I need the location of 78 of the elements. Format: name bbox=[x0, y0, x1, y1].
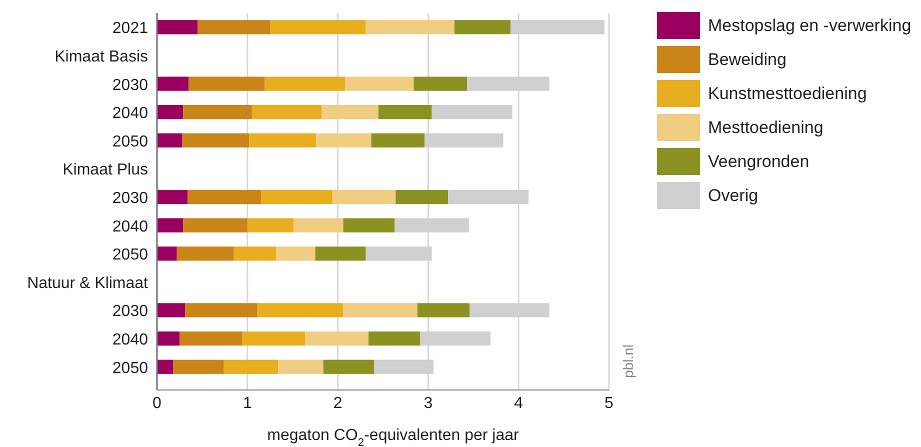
bar bbox=[157, 76, 189, 91]
bar bbox=[278, 360, 324, 374]
bar bbox=[157, 331, 180, 346]
legend-label: Kunstmesttoediening bbox=[708, 84, 867, 103]
y-tick-label: 2030 bbox=[112, 190, 148, 207]
bar bbox=[176, 246, 234, 261]
bar bbox=[157, 190, 188, 204]
x-tick-label: 2 bbox=[333, 395, 342, 412]
x-axis-title: megaton CO$_{2}$-equivalenten per jaar bbox=[267, 427, 520, 447]
bar bbox=[234, 246, 276, 261]
bar bbox=[157, 133, 182, 148]
bar bbox=[157, 246, 177, 261]
bar bbox=[454, 20, 510, 34]
y-tick-label: Natuur & Klimaat bbox=[27, 274, 149, 292]
legend-label: Beweiding bbox=[708, 50, 786, 69]
bar bbox=[323, 360, 374, 374]
bar bbox=[294, 218, 344, 232]
x-tick-label: 1 bbox=[242, 395, 252, 412]
y-tick-label: 2040 bbox=[112, 105, 148, 122]
legend-label: Veengronden bbox=[708, 152, 810, 171]
bar bbox=[260, 190, 332, 204]
bar bbox=[343, 218, 395, 232]
y-tick-label: 2040 bbox=[112, 332, 148, 349]
x-tick-label: 4 bbox=[514, 395, 524, 412]
legend-label: Mestopslag en -verwerking bbox=[708, 16, 912, 35]
bar bbox=[224, 360, 278, 374]
bar bbox=[180, 331, 242, 346]
bar bbox=[198, 20, 270, 34]
bar bbox=[417, 303, 470, 318]
y-tick-label: Kimaat Plus bbox=[62, 162, 148, 179]
bar bbox=[242, 331, 306, 346]
bar bbox=[188, 76, 265, 91]
x-tick-label: 0 bbox=[152, 395, 162, 412]
bar bbox=[185, 303, 258, 318]
bar bbox=[432, 105, 512, 120]
y-tick-label: 2040 bbox=[112, 218, 148, 236]
text: pbl.nl bbox=[620, 344, 636, 378]
bar bbox=[157, 303, 186, 318]
x-tick-label: 5 bbox=[604, 395, 614, 412]
bar bbox=[345, 76, 414, 91]
bar bbox=[252, 105, 322, 120]
bar bbox=[368, 331, 420, 346]
bar bbox=[322, 105, 378, 120]
bar bbox=[183, 218, 248, 232]
legend-label: Mesttoediening bbox=[708, 118, 824, 137]
bar bbox=[249, 133, 316, 148]
bar bbox=[366, 20, 454, 34]
bar bbox=[414, 76, 468, 91]
y-tick-label: 2030 bbox=[112, 303, 148, 320]
bar bbox=[257, 303, 344, 318]
bar bbox=[343, 303, 418, 318]
bar bbox=[157, 105, 184, 120]
bar bbox=[173, 360, 224, 374]
bar bbox=[315, 246, 366, 261]
bar bbox=[157, 360, 174, 374]
y-tick-label: 2021 bbox=[112, 20, 148, 38]
bar bbox=[247, 218, 294, 232]
bar bbox=[316, 133, 372, 148]
bar bbox=[264, 76, 346, 91]
bar bbox=[276, 246, 316, 261]
bar bbox=[371, 133, 425, 148]
bar bbox=[305, 331, 369, 346]
y-tick-label: Kimaat Basis bbox=[54, 48, 148, 66]
bar bbox=[157, 218, 184, 232]
bar bbox=[396, 190, 448, 204]
bar bbox=[270, 20, 366, 34]
bar bbox=[183, 105, 252, 120]
bar bbox=[332, 190, 396, 204]
y-tick-label: 2050 bbox=[112, 246, 148, 264]
y-tick-label: 2030 bbox=[112, 76, 148, 94]
y-tick-label: 2050 bbox=[112, 133, 148, 150]
x-tick-label: 3 bbox=[424, 395, 433, 412]
bar bbox=[157, 20, 198, 34]
bar bbox=[188, 190, 261, 204]
bar bbox=[182, 133, 250, 148]
y-tick-label: 2050 bbox=[112, 360, 148, 377]
bar bbox=[378, 105, 432, 120]
legend-label: Overig bbox=[708, 186, 758, 205]
